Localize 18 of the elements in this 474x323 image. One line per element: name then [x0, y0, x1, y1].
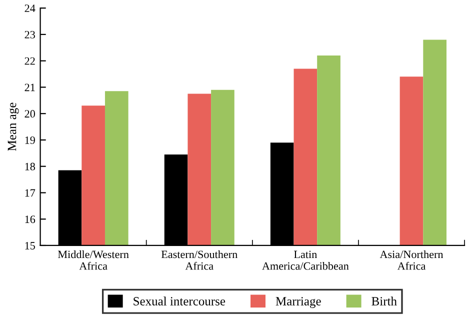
y-tick-label: 15 [25, 242, 35, 250]
y-axis-title: Mean age [8, 102, 19, 151]
x-tick-label: Eastern/Southern Africa [161, 250, 238, 270]
y-tick-label: 22 [24, 57, 35, 65]
x-tick-label: Latin America/Caribbean [262, 250, 349, 270]
y-tick-label: 16 [25, 216, 36, 224]
y-tick-label: 20 [24, 110, 36, 118]
legend-label: Marriage [276, 297, 321, 308]
y-tick-label: 23 [24, 30, 35, 38]
y-tick-label: 17 [25, 189, 36, 197]
y-tick-label: 24 [24, 4, 36, 12]
y-tick-label: 18 [25, 162, 36, 170]
legend-label: Sexual intercourse [134, 296, 226, 306]
y-tick-label: 21 [24, 84, 35, 92]
legend-label: Birth [372, 296, 397, 306]
x-tick-label: Asia/Northern Africa [380, 250, 444, 270]
y-tick-label: 19 [25, 136, 35, 144]
x-tick-label: Middle/Western Africa [58, 250, 129, 270]
